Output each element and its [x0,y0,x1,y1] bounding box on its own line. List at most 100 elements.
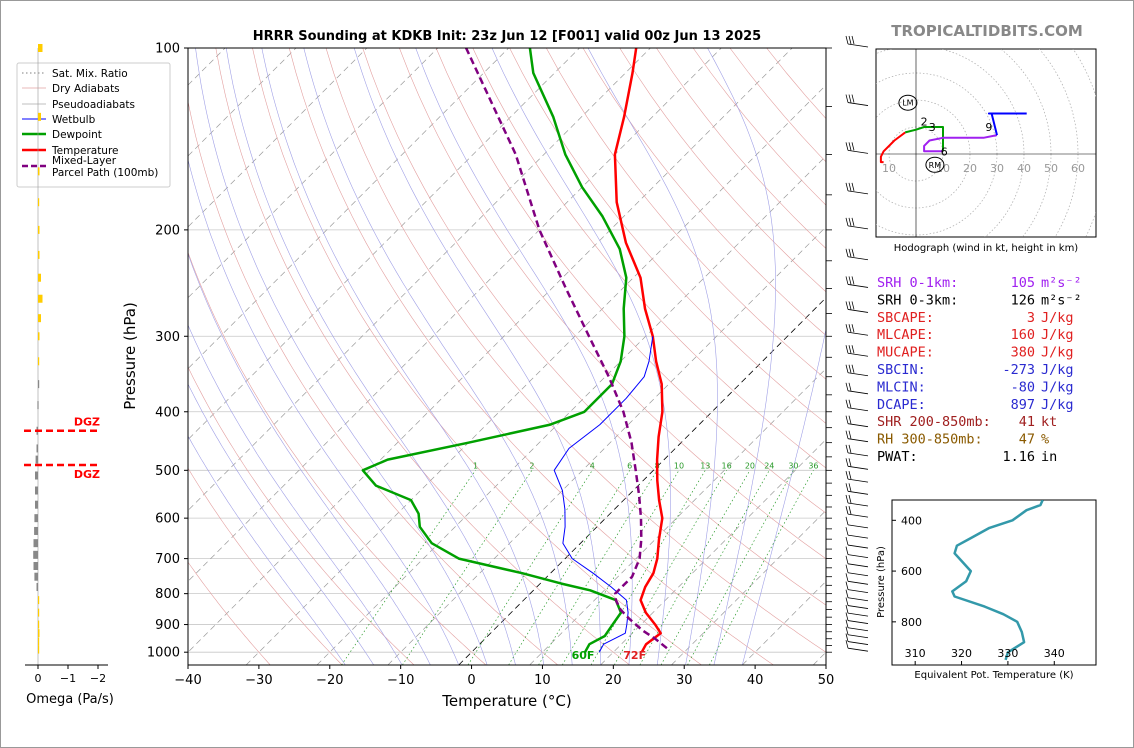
omega-bar [38,167,40,176]
wind-barb-flag [845,217,849,226]
x-tick-label: −30 [245,673,272,688]
wind-barb-flag [845,573,849,582]
surface-dewpoint-label: 60F [572,649,595,662]
isotherm [316,155,826,665]
y-tick-label: 100 [155,42,180,57]
mixing-ratio-line [341,470,476,665]
omega-bar [36,583,38,592]
wind-barb-flag [851,364,855,373]
omega-bar [35,486,38,495]
mixing-ratio-line [660,470,770,665]
param-value: 41 [1019,414,1035,430]
wind-barb-flag [851,248,855,257]
wind-barb-flag [845,516,849,525]
pseudoadiabat [188,158,460,665]
legend-label: Temperature [51,145,119,157]
mixing-ratio-label: 20 [745,461,755,470]
dry-adiabat [362,48,826,606]
mixing-ratio-label: 1 [473,461,478,470]
wind-barb-flag [845,483,849,492]
wind-barb-flag [851,182,855,191]
chart-title: HRRR Sounding at KDKB Init: 23z Jun 12 [… [253,29,761,44]
x-tick-label: 10 [534,673,551,688]
x-tick-label: 20 [605,673,622,688]
param-label: SBCIN: [877,362,926,378]
legend: Sat. Mix. Ratio Dry Adiabats Pseudoadiabat… [16,62,171,188]
dry-adiabat [509,48,826,424]
omega-bar [38,629,40,638]
pseudoadiabat [195,48,488,665]
param-unit: J/kg [1041,397,1074,413]
dry-adiabat [435,48,826,514]
wind-barb-flag [848,444,852,453]
param-value: 1.16 [1002,449,1035,465]
dry-adiabat [252,48,702,665]
wind-barb [847,580,869,585]
dry-adiabat [288,48,774,665]
mixing-ratio-line [639,470,751,665]
legend-label: Pseudoadiabats [52,99,135,111]
wind-barb-flag [845,527,849,536]
param-label: MLCAPE: [877,327,934,343]
wind-barb [847,478,869,483]
wind-barb-flag [845,555,849,564]
mixing-ratio-label: 16 [722,461,732,470]
mixing-ratio-line [613,470,727,665]
theta-e-x-tick-label: 340 [1044,647,1065,660]
wind-barb-flag [848,248,852,257]
omega-bar [33,539,38,548]
wind-barb-flag [845,182,849,191]
omega-bar [33,550,38,559]
isotherm [188,48,793,653]
dry-adiabat [188,251,487,665]
y-tick-label: 700 [155,552,180,567]
wind-barb-flag [848,217,852,226]
y-tick-label: 800 [155,587,180,602]
omega-bar [38,645,40,654]
hodograph-ring-label: 10 [882,162,896,175]
wind-barb [847,597,869,602]
wind-barb-flag [845,415,849,424]
skewt-x-axis-label: Temperature (°C) [441,692,571,710]
mixing-ratio-label: 36 [808,461,818,470]
legend-label: Dewpoint [52,129,102,141]
omega-x-axis-label: Omega (Pa/s) [26,692,114,707]
wind-barb-flag [845,458,849,467]
theta-e-y-tick-label: 400 [901,514,922,527]
wind-barb-flag [848,494,852,504]
isotherm [529,368,826,665]
wind-barb [847,647,869,652]
omega-bar [34,572,38,581]
omega-bar [38,294,43,303]
param-unit: % [1041,432,1049,448]
omega-bar [38,112,41,121]
wind-barb [847,190,869,195]
hodograph-height-label: 3 [929,121,936,134]
y-tick-label: 900 [155,618,180,633]
param-unit: J/kg [1041,327,1074,343]
wind-barb [847,513,869,518]
mixing-ratio-label: 10 [674,461,684,470]
param-value: 897 [1011,397,1035,413]
omega-bar [38,225,40,234]
param-value: -273 [1002,362,1035,378]
theta-e-y-axis-label: Pressure (hPa) [876,546,887,618]
wind-barb [847,331,869,336]
wind-barb-flag [845,430,849,439]
pseudoadiabat [303,48,573,665]
wind-barb [847,452,869,457]
param-value: 105 [1011,275,1035,291]
wind-barb-flag [848,182,852,191]
mixing-ratio-line [687,470,794,665]
wind-barb-flag [845,633,849,642]
param-label: PWAT: [877,449,918,465]
x-tick-label: −10 [387,673,414,688]
pseudoadiabat [188,324,403,665]
series-temperature [613,48,664,653]
wind-barb [847,627,869,632]
x-tick-label: 50 [818,673,835,688]
wind-barb-flag [845,399,849,408]
mixing-ratio-line [508,470,630,665]
param-unit: m²s⁻² [1041,292,1082,308]
pseudoadiabat [353,48,601,665]
